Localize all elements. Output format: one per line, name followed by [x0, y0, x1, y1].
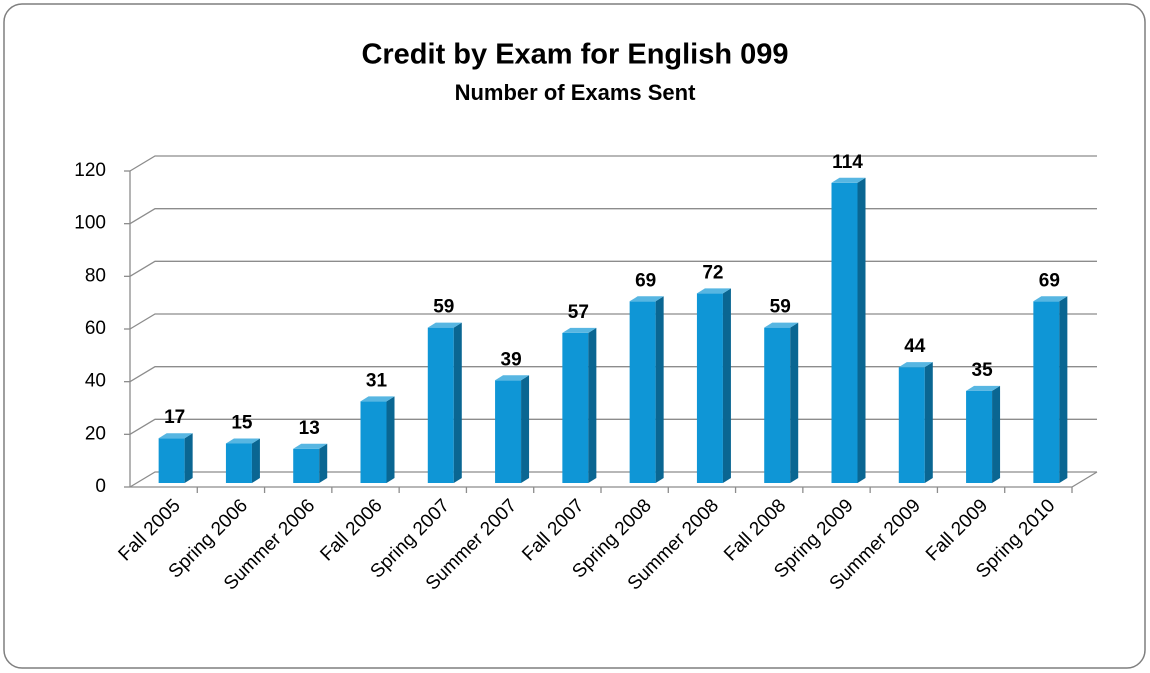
value-label: 59 — [770, 297, 791, 318]
value-label: 69 — [635, 270, 656, 291]
bar-front — [427, 327, 454, 483]
value-label: 39 — [501, 349, 522, 370]
value-label: 69 — [1039, 270, 1060, 291]
chart-subtitle: Number of Exams Sent — [455, 80, 697, 105]
grid-line — [129, 155, 1097, 172]
value-label: 13 — [299, 418, 320, 439]
bar — [898, 362, 933, 483]
value-label: 59 — [433, 297, 454, 318]
value-label: 72 — [702, 262, 723, 283]
grid-line — [129, 208, 1097, 225]
grid-line — [129, 260, 1097, 277]
bar-side — [184, 433, 193, 483]
bar — [764, 322, 799, 483]
bar-front — [562, 332, 589, 483]
bar — [495, 375, 530, 483]
bar — [1033, 296, 1068, 483]
bar — [696, 288, 731, 483]
bar-top — [427, 322, 462, 328]
bar-front — [966, 390, 993, 483]
bar — [427, 322, 462, 483]
bar — [966, 385, 1001, 483]
y-tick-label: 40 — [85, 371, 106, 392]
y-tick-label: 20 — [85, 423, 106, 444]
value-label: 114 — [832, 152, 863, 173]
y-tick-label: 60 — [85, 318, 106, 339]
y-tick-label: 80 — [85, 265, 106, 286]
bar-top — [360, 396, 395, 402]
bar — [293, 443, 328, 483]
bar-top — [629, 296, 664, 302]
grid-line — [129, 313, 1097, 330]
bar-front — [696, 293, 723, 483]
bar-front — [831, 182, 858, 484]
value-label: 15 — [231, 413, 253, 434]
bar-front — [629, 301, 656, 483]
bar — [360, 396, 395, 483]
value-label: 31 — [366, 370, 388, 391]
bar — [158, 433, 193, 483]
bar-top — [898, 362, 933, 368]
bar-front — [360, 401, 387, 483]
bar-front — [293, 448, 320, 483]
bar-front — [1033, 301, 1060, 483]
value-label: 44 — [904, 336, 926, 357]
bar-front — [764, 327, 791, 483]
bar-top — [831, 177, 866, 183]
bar-top — [225, 438, 260, 444]
bar-side — [588, 327, 597, 483]
bar — [831, 177, 866, 484]
bar-side — [857, 177, 866, 484]
value-label: 17 — [164, 407, 185, 428]
bar-front — [495, 380, 522, 483]
bar-side — [453, 322, 462, 483]
bar — [562, 327, 597, 483]
bar-side — [992, 385, 1001, 483]
bar-side — [790, 322, 799, 483]
bar-side — [319, 443, 328, 483]
value-label: 35 — [972, 360, 994, 381]
bar — [225, 438, 260, 483]
bar-top — [764, 322, 799, 328]
bar-top — [158, 433, 193, 439]
bar-side — [1059, 296, 1068, 483]
y-tick-label: 0 — [95, 476, 106, 497]
bar-side — [722, 288, 731, 483]
bar-side — [655, 296, 664, 483]
bar-side — [924, 362, 933, 483]
bar-side — [251, 438, 260, 483]
bar-front — [158, 438, 185, 483]
bar-top — [495, 375, 530, 381]
bar-front — [225, 443, 252, 483]
bar-top — [293, 443, 328, 449]
bar-top — [562, 327, 597, 333]
y-tick-label: 120 — [74, 160, 106, 181]
bar-side — [386, 396, 395, 483]
bar-top — [1033, 296, 1068, 302]
y-tick-label: 100 — [74, 213, 106, 234]
chart-title: Credit by Exam for English 099 — [361, 39, 788, 71]
bar-front — [898, 367, 925, 483]
bar-top — [696, 288, 731, 294]
bar-top — [966, 385, 1001, 391]
bar — [629, 296, 664, 483]
value-label: 57 — [568, 302, 589, 323]
bar-side — [521, 375, 530, 483]
